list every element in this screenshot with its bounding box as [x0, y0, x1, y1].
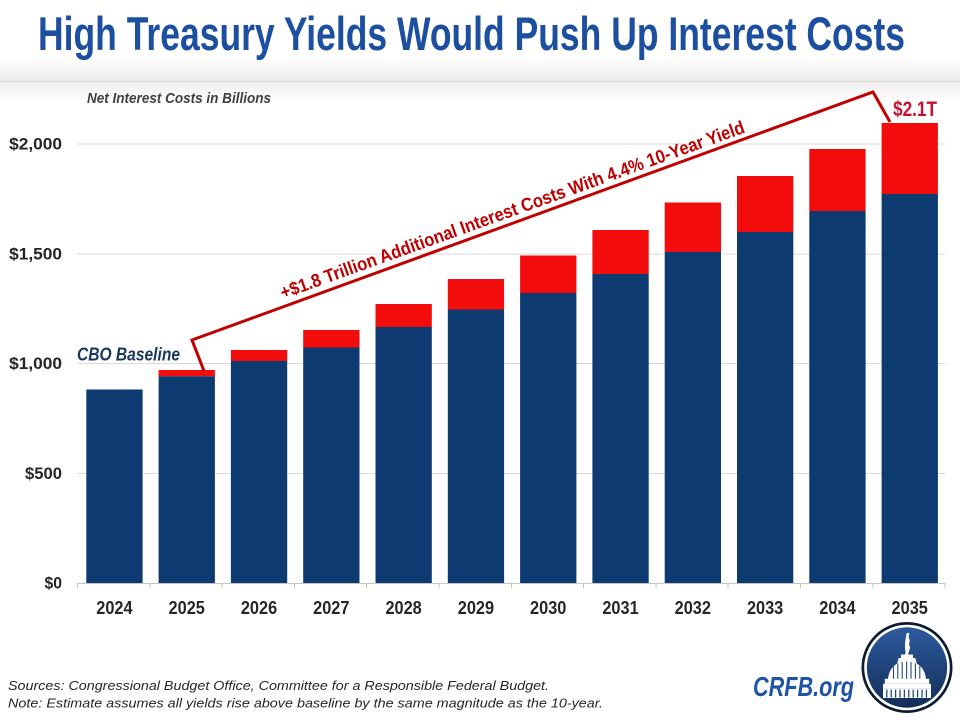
- svg-text:2034: 2034: [819, 598, 855, 618]
- svg-text:$500: $500: [25, 464, 62, 483]
- svg-text:$2.1T: $2.1T: [893, 98, 937, 121]
- svg-text:2027: 2027: [313, 598, 349, 618]
- svg-text:2025: 2025: [169, 598, 205, 618]
- svg-text:CRFB.org: CRFB.org: [753, 671, 854, 702]
- svg-text:2031: 2031: [602, 598, 638, 618]
- svg-text:2024: 2024: [96, 598, 132, 618]
- svg-text:2028: 2028: [385, 598, 421, 618]
- svg-text:Note: Estimate assumes all yie: Note: Estimate assumes all yields rise a…: [8, 696, 603, 711]
- svg-text:Net Interest Costs in Billions: Net Interest Costs in Billions: [87, 91, 271, 107]
- svg-text:$0: $0: [45, 574, 63, 593]
- svg-text:2035: 2035: [892, 598, 928, 618]
- svg-text:Sources: Congressional Budget: Sources: Congressional Budget Office, Co…: [8, 678, 549, 693]
- svg-text:2030: 2030: [530, 598, 566, 618]
- svg-text:2026: 2026: [241, 598, 277, 618]
- svg-text:2032: 2032: [675, 598, 711, 618]
- svg-text:High Treasury Yields Would Pus: High Treasury Yields Would Push Up Inter…: [38, 7, 905, 60]
- svg-text:2033: 2033: [747, 598, 783, 618]
- svg-text:$1,000: $1,000: [9, 354, 62, 373]
- svg-text:2029: 2029: [458, 598, 494, 618]
- svg-text:$1,500: $1,500: [9, 244, 62, 263]
- svg-text:CBO Baseline: CBO Baseline: [77, 344, 180, 365]
- svg-text:$2,000: $2,000: [9, 135, 62, 154]
